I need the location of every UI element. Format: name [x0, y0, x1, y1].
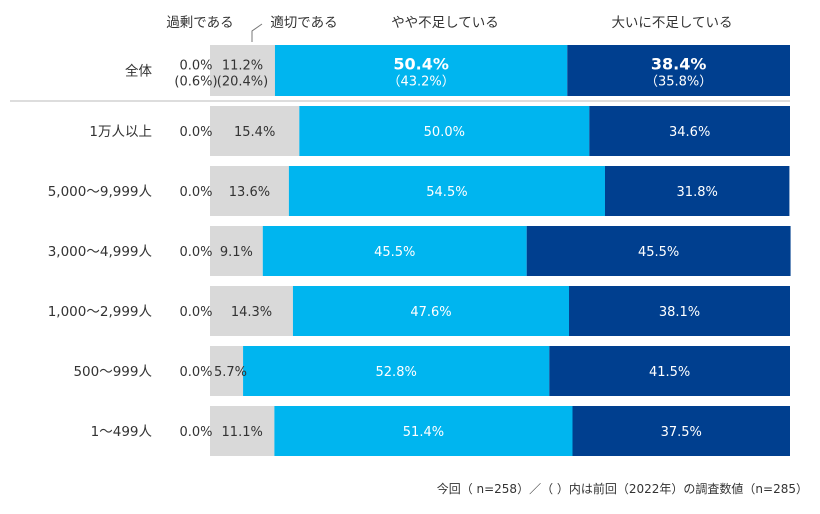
previous-value-label: （35.8%）: [645, 75, 712, 90]
category-label: 全体: [125, 63, 152, 80]
bar-segment-4: [526, 226, 791, 276]
bar-segment-2: [210, 226, 263, 276]
data-label: 54.5%: [426, 185, 467, 200]
category-label: 3,000〜4,999人: [48, 244, 153, 260]
data-label: 11.1%: [222, 425, 263, 440]
bar-segment-4: [569, 286, 790, 336]
bar-segment-2: [210, 106, 300, 156]
bar-segment-3: [243, 346, 550, 396]
data-label: 0.0%: [179, 305, 212, 320]
bar-segment-3: [262, 226, 527, 276]
data-label: 0.0%: [179, 185, 212, 200]
bar-segment-2: [210, 406, 275, 456]
data-label: 13.6%: [229, 185, 270, 200]
data-label: 9.1%: [220, 245, 253, 260]
data-label: 45.5%: [374, 245, 415, 260]
bar-segment-2: [210, 45, 275, 96]
previous-value-label: （43.2%）: [387, 75, 454, 90]
legend-label-4: 大いに不足している: [611, 15, 732, 31]
data-label: 0.0%: [179, 245, 212, 260]
bar-segment-4: [572, 406, 790, 456]
data-label: 45.5%: [638, 245, 679, 260]
previous-value-label: (0.6%): [174, 75, 217, 90]
bar-segment-3: [274, 406, 573, 456]
category-label: 500〜999人: [73, 364, 152, 380]
legend-label-1: 過剰である: [166, 15, 233, 31]
bar-segment-4: [567, 45, 790, 96]
data-label: 38.4%: [651, 55, 707, 74]
bar-segment-3: [288, 166, 605, 216]
bar-segment-3: [299, 106, 590, 156]
data-label: 50.0%: [424, 125, 465, 140]
category-label: 1〜499人: [91, 424, 153, 440]
data-label: 5.7%: [214, 365, 247, 380]
data-label: 51.4%: [403, 425, 444, 440]
bar-segment-3: [274, 45, 568, 96]
data-label: 38.1%: [659, 305, 700, 320]
data-label: 34.6%: [669, 125, 710, 140]
data-label: 47.6%: [410, 305, 451, 320]
bar-segment-2: [210, 166, 289, 216]
bar-segment-4: [604, 166, 790, 216]
bar-segment-4: [589, 106, 790, 156]
legend-label-2: 適切である: [270, 14, 337, 31]
data-label: 11.2%: [222, 59, 263, 74]
category-label: 1万人以上: [89, 124, 152, 140]
data-label: 37.5%: [661, 425, 702, 440]
legend-label-3: やや不足している: [391, 15, 499, 31]
data-label: 14.3%: [231, 305, 272, 320]
bar-segment-4: [549, 346, 790, 396]
legend-leader-line: [251, 23, 263, 42]
data-label: 52.8%: [376, 365, 417, 380]
data-label: 0.0%: [179, 425, 212, 440]
data-label: 41.5%: [649, 365, 690, 380]
bar-segment-2: [210, 286, 293, 336]
data-label: 15.4%: [234, 125, 275, 140]
data-label: 0.0%: [179, 125, 212, 140]
bar-segment-2: [210, 346, 244, 396]
data-label: 50.4%: [393, 55, 449, 74]
previous-value-label: (20.4%): [217, 75, 268, 90]
data-label: 0.0%: [179, 59, 212, 74]
bar-segment-3: [292, 286, 570, 336]
data-label: 31.8%: [677, 185, 718, 200]
category-label: 1,000〜2,999人: [48, 304, 153, 320]
footnote: 今回（ n=258）／（ ）内は前回（2022年）の調査数値（n=285）: [437, 481, 808, 496]
category-label: 5,000〜9,999人: [48, 184, 153, 200]
data-label: 0.0%: [179, 365, 212, 380]
